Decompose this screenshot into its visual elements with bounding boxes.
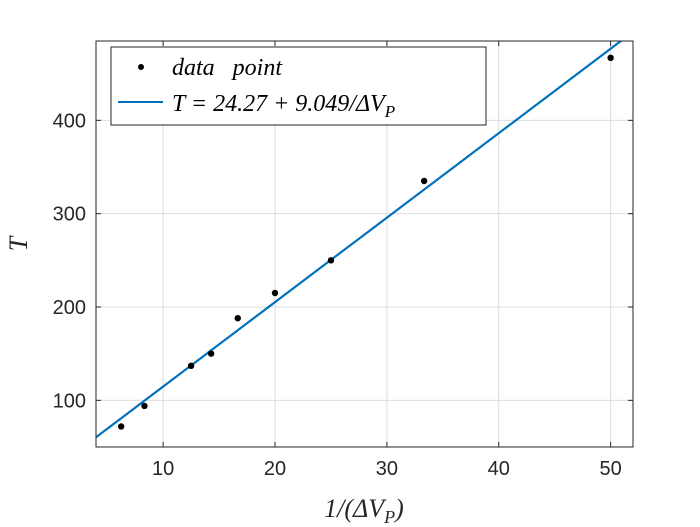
plot-frame xyxy=(95,40,634,448)
data-point xyxy=(141,402,148,410)
x-tick-label: 10 xyxy=(152,458,174,480)
legend-point-marker xyxy=(138,64,144,70)
y-tick-label: 100 xyxy=(53,390,86,412)
x-tick-label: 30 xyxy=(376,458,398,480)
x-tick-label: 50 xyxy=(600,458,622,480)
data-point xyxy=(607,54,614,61)
x-axis: 10 20 30 40 50 xyxy=(152,41,622,480)
fit-line-layer xyxy=(96,41,623,439)
data-point xyxy=(117,423,125,430)
x-tick-label: 40 xyxy=(488,458,510,480)
legend-entry-fit-line: T = 24.27 + 9.049/ΔVP xyxy=(172,91,395,121)
data-point xyxy=(327,257,335,264)
data-point xyxy=(207,350,215,357)
y-tick-label: 400 xyxy=(53,110,86,132)
y-axis-label: T xyxy=(4,235,33,251)
data-point xyxy=(187,362,195,369)
data-point xyxy=(234,315,241,322)
data-point xyxy=(271,289,279,297)
y-tick-label: 300 xyxy=(53,204,86,226)
legend-entry-data-point: data point xyxy=(172,55,283,81)
y-tick-label: 200 xyxy=(53,297,86,319)
legend-box xyxy=(110,46,487,126)
fit-line xyxy=(96,41,623,439)
x-axis-label: 1/(ΔVP) xyxy=(324,494,404,527)
x-tick-label: 20 xyxy=(264,458,286,480)
data-point xyxy=(420,177,428,185)
legend: data point T = 24.27 + 9.049/ΔVP xyxy=(110,46,487,126)
data-points-layer xyxy=(117,54,614,430)
y-axis: 100 200 300 400 xyxy=(53,110,633,412)
